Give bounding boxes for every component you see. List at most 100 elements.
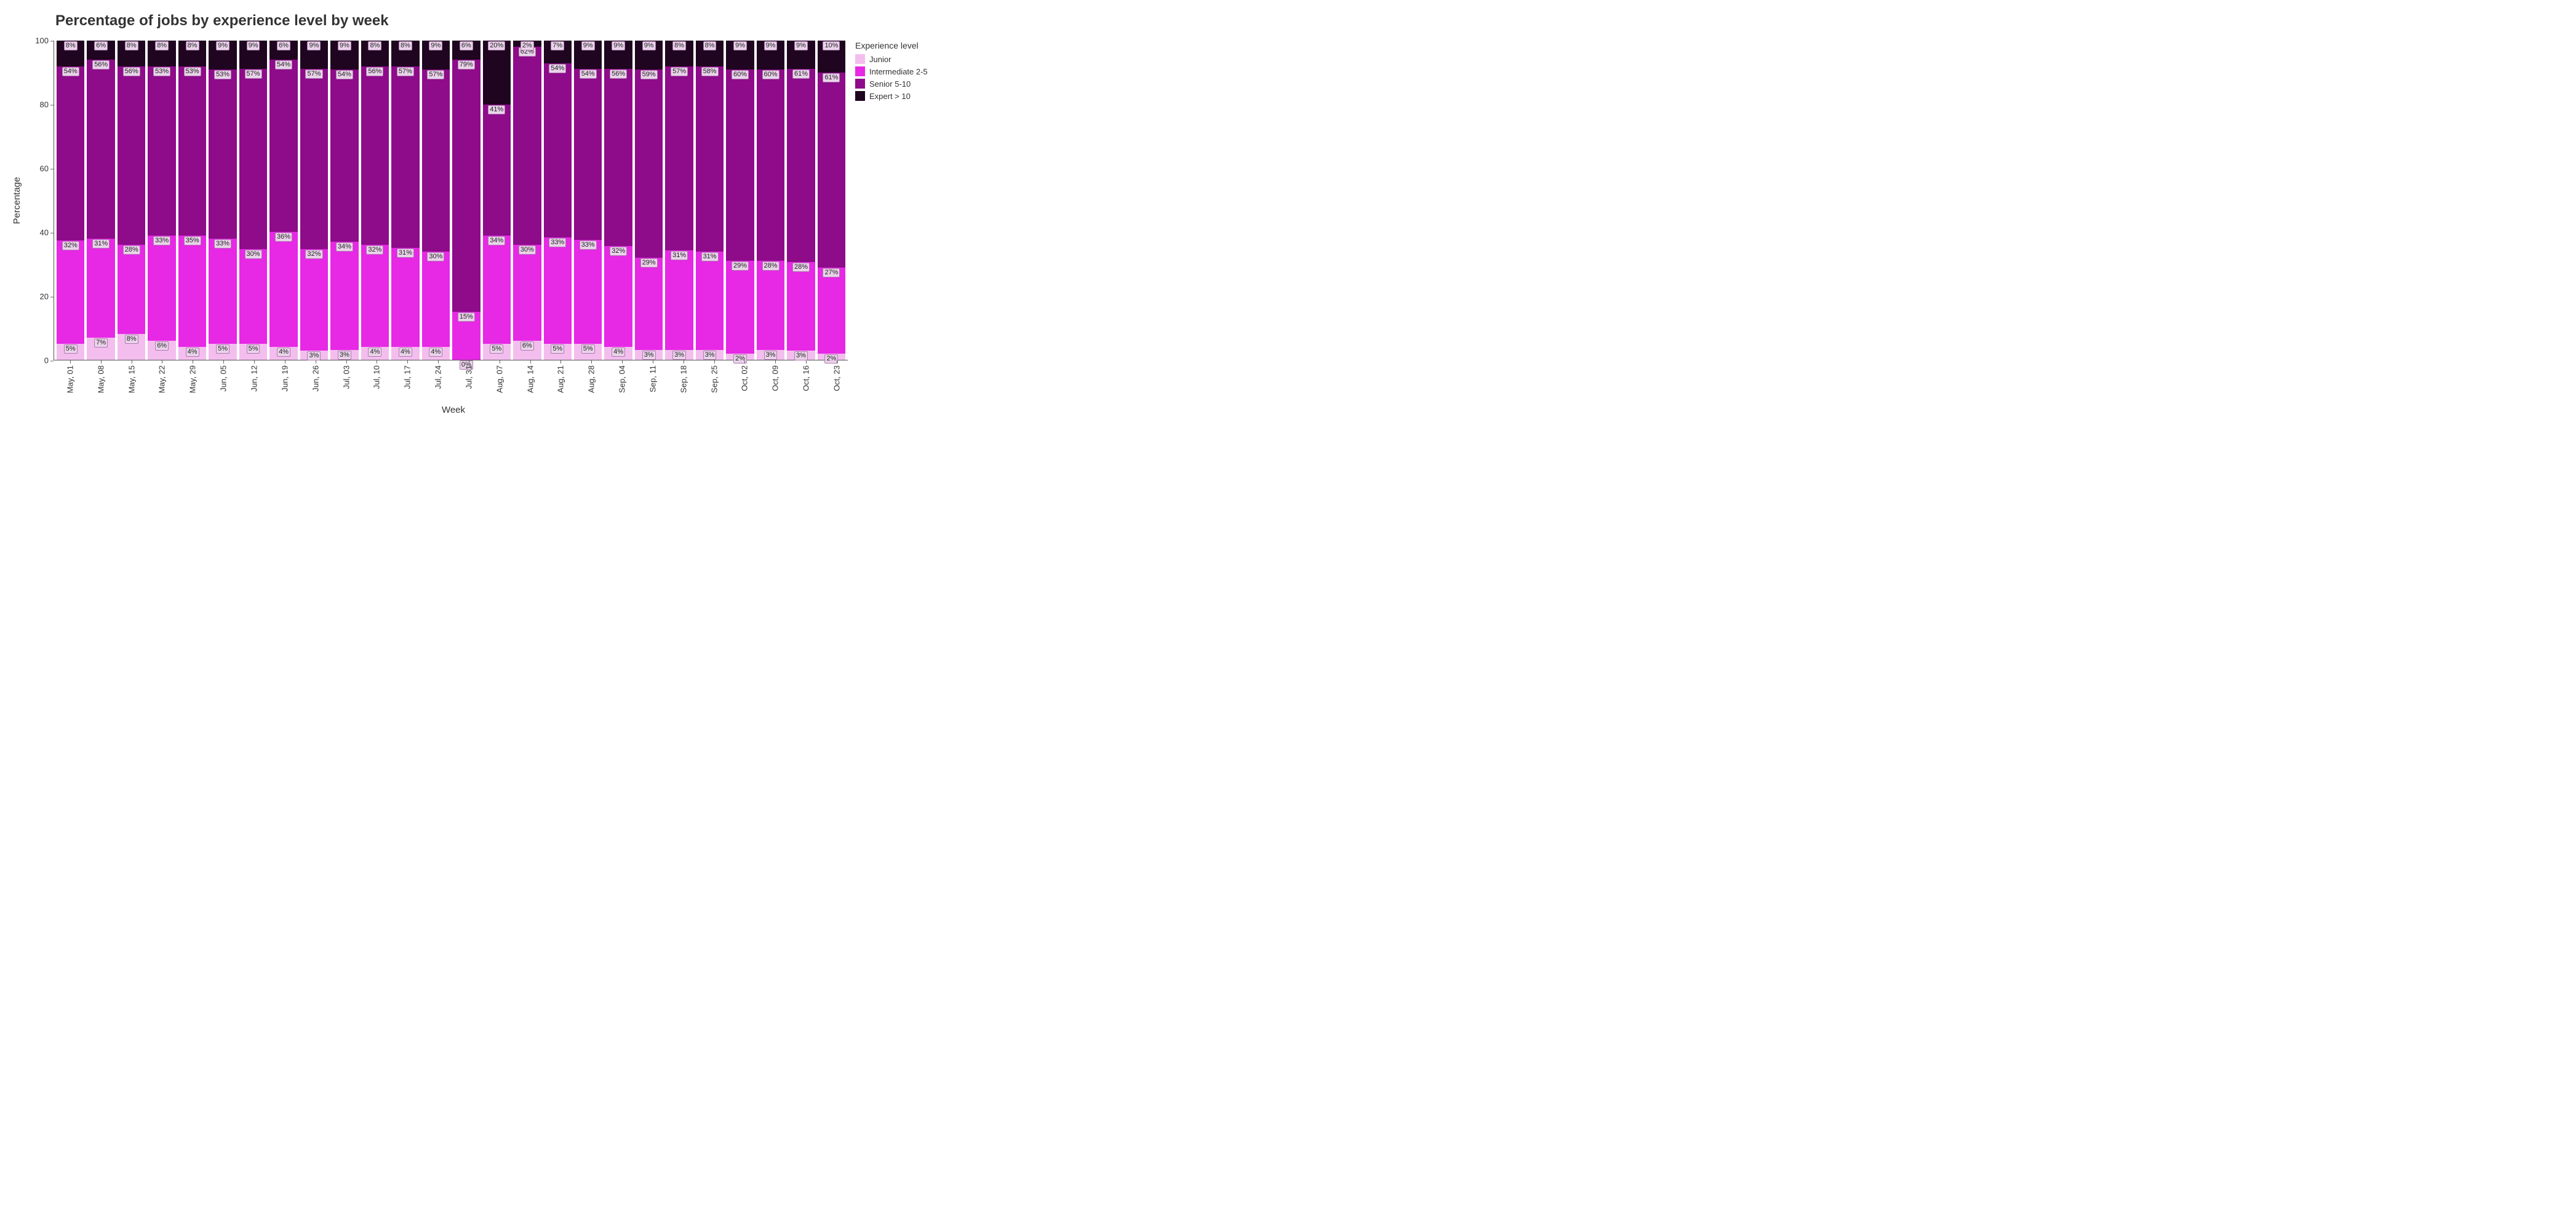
x-tick-label: May, 01: [65, 365, 74, 393]
bar-segment-intermediate: 30%: [513, 245, 541, 341]
bar-segment-senior: 61%: [787, 69, 815, 261]
bar-segment-expert: 9%: [239, 41, 267, 69]
x-tick: Jul, 31: [455, 360, 483, 402]
legend-item: Senior 5-10: [855, 79, 947, 89]
y-tick: 0: [44, 356, 49, 365]
bar-segment-label: 56%: [610, 70, 627, 79]
bar: 3%31% 58%8%: [696, 41, 724, 360]
bar-segment-intermediate: 35%: [178, 236, 206, 348]
bar-segment-label: 9%: [642, 41, 656, 50]
bar-segment-label: 61%: [823, 73, 840, 82]
bar-segment-label: 9%: [764, 41, 778, 50]
bar-segment-label: 6%: [94, 41, 108, 50]
bar-segment-intermediate: 33%: [574, 240, 602, 344]
bar-segment-intermediate: 32%: [361, 245, 389, 347]
bar-segment-label: 3%: [764, 351, 778, 360]
bar-segment-junior: 4%: [604, 347, 632, 360]
bar-segment-label: 3%: [338, 351, 351, 360]
bar-segment-label: 34%: [488, 236, 505, 245]
x-tick: May, 15: [118, 360, 146, 402]
bar-segment-label: 27%: [823, 268, 840, 277]
x-tick-label: Sep, 25: [709, 365, 719, 393]
bar-segment-label: 9%: [733, 41, 747, 50]
bar: 3%28%60%9%: [757, 41, 784, 360]
x-tick: Jul, 24: [424, 360, 452, 402]
bar-segment-junior: 5%: [57, 344, 84, 360]
bar-segment-senior: 59%: [635, 70, 663, 258]
x-tick: Jun, 26: [301, 360, 330, 402]
bar-segment-label: 6%: [520, 341, 534, 351]
x-tick: Jul, 03: [332, 360, 361, 402]
bar-segment-intermediate: 36%: [269, 232, 297, 347]
bar-segment-senior: 53%: [148, 66, 175, 236]
x-tick-label: Sep, 18: [679, 365, 688, 393]
bar-segment-label: 58%: [701, 67, 719, 76]
bar-segment-label: 3%: [308, 351, 321, 360]
bar-segment-label: 57%: [245, 70, 262, 79]
bar-segment-label: 4%: [429, 348, 442, 357]
legend-item: Junior: [855, 54, 947, 64]
bar-segment-intermediate: 31%: [696, 252, 724, 351]
x-tick-label: Jun, 26: [311, 365, 320, 392]
x-tick-label: May, 08: [96, 365, 105, 393]
bar-segment-label: 9%: [247, 41, 260, 50]
y-tick: 40: [40, 228, 49, 237]
legend-label: Senior 5-10: [869, 79, 911, 89]
bar-segment-senior: 54%: [269, 60, 297, 232]
bar: 6%33%53%8%: [148, 41, 175, 360]
bar-segment-expert: 6%: [269, 41, 297, 60]
bar-segment-label: 35%: [184, 236, 201, 245]
bar-segment-label: 5%: [247, 344, 260, 354]
bar: 5%33%54%9%: [574, 41, 602, 360]
bar: 5%33%53%9%: [209, 41, 236, 360]
bar-segment-label: 5%: [581, 344, 595, 354]
bar-segment-label: 4%: [277, 348, 290, 357]
bar-segment-senior: 54%: [544, 63, 572, 237]
bar-segment-expert: 9%: [330, 41, 358, 70]
bar-segment-label: 33%: [214, 239, 231, 248]
legend-swatch: [855, 91, 865, 101]
bar-segment-label: 7%: [551, 41, 564, 50]
bar-segment-junior: 3%: [300, 351, 328, 360]
bar-segment-expert: 9%: [757, 41, 784, 70]
bar-segment-senior: 41%: [483, 105, 511, 236]
bar-segment-expert: 8%: [361, 41, 389, 66]
bar-segment-expert: 8%: [696, 41, 724, 66]
bar-segment-label: 3%: [672, 351, 686, 360]
bar-segment-expert: 9%: [787, 41, 815, 69]
x-tick: Jul, 17: [393, 360, 421, 402]
x-tick: Aug, 07: [485, 360, 514, 402]
y-tick: 60: [40, 164, 49, 173]
bar-segment-label: 59%: [640, 70, 658, 79]
x-tick: Jun, 12: [240, 360, 268, 402]
bar-segment-label: 10%: [823, 41, 840, 50]
bar-segment-label: 20%: [488, 41, 505, 50]
bar-segment-label: 53%: [214, 70, 231, 79]
bar-segment-junior: 3%: [787, 351, 815, 360]
bar-segment-senior: 53%: [178, 66, 206, 236]
bar-segment-expert: 6%: [452, 41, 480, 60]
bar-segment-expert: 9%: [209, 41, 236, 70]
bar: 5%33%54%7%: [544, 41, 572, 360]
bar-segment-intermediate: 30%: [422, 252, 450, 348]
bar-segment-senior: 60%: [726, 70, 754, 261]
x-tick-label: Aug, 07: [495, 365, 504, 393]
bar: 4%35%53%8%: [178, 41, 206, 360]
bar-segment-senior: 53%: [209, 70, 236, 239]
x-tick-label: Jul, 03: [341, 365, 351, 389]
y-tick: 20: [40, 292, 49, 301]
bar-segment-junior: 7%: [87, 338, 114, 360]
x-tick: Oct, 09: [761, 360, 789, 402]
bar-segment-label: 3%: [703, 351, 717, 360]
bar-segment-label: 54%: [336, 70, 353, 79]
bar: 2%27%61%10%: [818, 41, 845, 360]
bar: 3%28%61%9%: [787, 41, 815, 360]
bar-segment-label: 15%: [458, 312, 475, 322]
bar-segment-expert: 8%: [148, 41, 175, 66]
bar: 2%29%60%9%: [726, 41, 754, 360]
bar: 0%15%79%6%: [452, 41, 480, 360]
bar-segment-label: 9%: [429, 41, 442, 50]
bar-segment-label: 4%: [612, 348, 625, 357]
bar-segment-label: 5%: [551, 344, 564, 354]
bar-segment-label: 6%: [277, 41, 290, 50]
